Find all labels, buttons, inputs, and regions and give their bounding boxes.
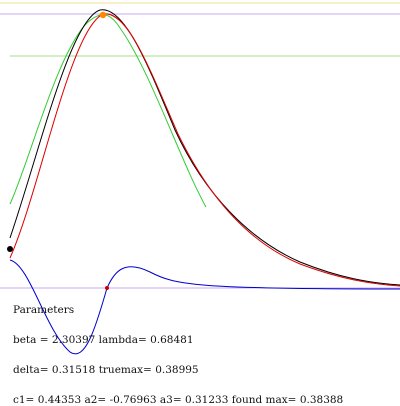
found-max-value: 0.38388 xyxy=(299,394,344,406)
beta-label: beta = xyxy=(13,334,49,346)
delta-truemax-line: delta= 0.31518 truemax= 0.38995 xyxy=(13,364,199,376)
black-start-marker xyxy=(7,246,13,252)
delta-label: delta= xyxy=(13,364,49,376)
beta-value: 2.30397 xyxy=(51,334,96,346)
coefficients-line: c1= 0.44353 a2= -0.76963 a3= 0.31233 fou… xyxy=(13,394,343,406)
lambda-value: 0.68481 xyxy=(150,334,194,346)
blue-derivative-curve xyxy=(9,259,400,355)
c1-label: c1= xyxy=(13,394,35,406)
a2-label: a2= xyxy=(84,394,107,406)
beta-lambda-line: beta = 2.30397 lambda= 0.68481 xyxy=(13,334,194,346)
orange-max-marker xyxy=(99,11,107,19)
green-gaussian-curve xyxy=(9,14,207,208)
a3-value: 0.31233 xyxy=(184,394,229,406)
parameters-heading: Parameters xyxy=(13,304,75,316)
red-zero-marker xyxy=(105,286,109,290)
found-max-label: found max= xyxy=(231,394,297,406)
lambda-label: lambda= xyxy=(98,334,147,346)
black-curve xyxy=(9,9,400,286)
c1-value: 0.44353 xyxy=(37,394,82,406)
truemax-value: 0.38995 xyxy=(155,364,199,376)
a3-label: a3= xyxy=(159,394,182,406)
truemax-label: truemax= xyxy=(98,364,152,376)
a2-value: -0.76963 xyxy=(109,394,157,406)
red-curve xyxy=(9,13,400,287)
delta-value: 0.31518 xyxy=(51,364,96,376)
